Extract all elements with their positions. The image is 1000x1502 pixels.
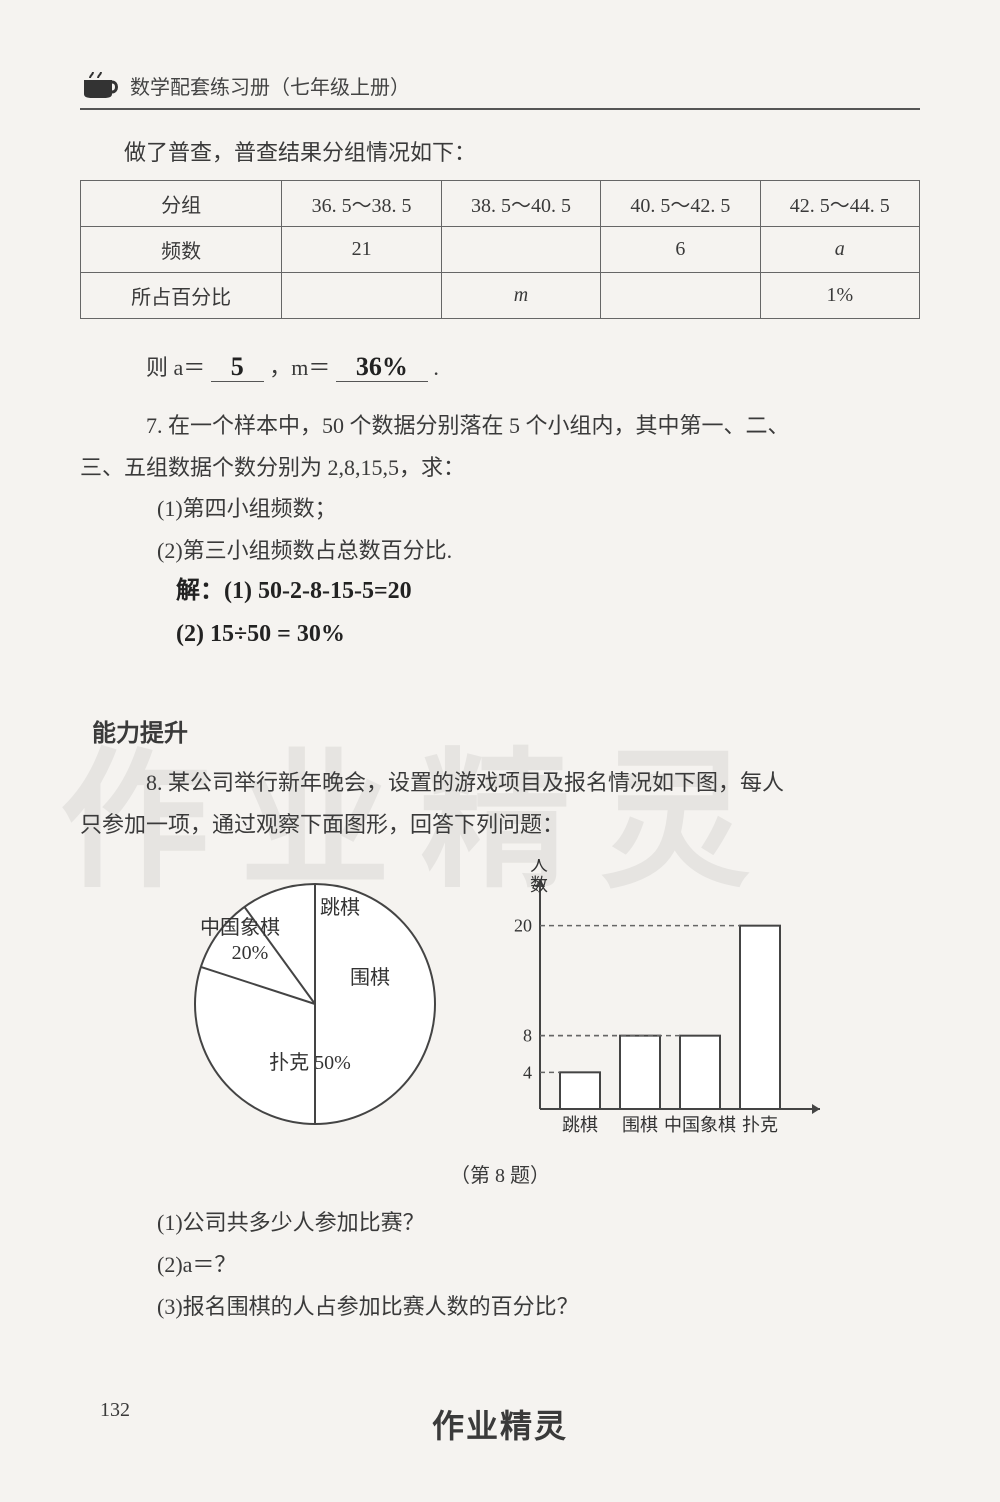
table-row: 频数 21 6 a — [81, 227, 920, 273]
svg-text:中国象棋: 中国象棋 — [664, 1115, 736, 1135]
q7-answer2: (2) 15÷50 = 30% — [80, 615, 920, 653]
q8-line1: 8. 某公司举行新年晚会，设置的游戏项目及报名情况如下图，每人 — [80, 763, 920, 803]
fill-m-value: 36% — [336, 352, 428, 382]
table-cell: 21 — [282, 227, 441, 273]
row-label: 频数 — [81, 227, 282, 273]
table-cell: 38. 5～40. 5 — [441, 181, 600, 227]
section-title: 能力提升 — [80, 713, 920, 748]
row-label: 所占百分比 — [81, 273, 282, 319]
table-cell: 42. 5～44. 5 — [760, 181, 919, 227]
svg-text:跳棋: 跳棋 — [562, 1115, 598, 1135]
fill-line: 则 a＝ 5 ，m＝ 36% . — [80, 344, 920, 391]
table-row: 分组 36. 5～38. 5 38. 5～40. 5 40. 5～42. 5 4… — [81, 181, 920, 227]
q7-answer1: 解：(1) 50-2-8-15-5=20 — [80, 572, 920, 610]
table-cell: m — [441, 273, 600, 319]
svg-text:人数: 人数 — [530, 859, 548, 895]
q8-sub2: (2)a＝？ — [80, 1245, 920, 1285]
table-cell: a — [760, 227, 919, 273]
table-cell: 1% — [760, 273, 919, 319]
footer-brand: 作业精灵 — [432, 1401, 568, 1447]
q7-sub2: (2)第三小组频数占总数百分比. — [80, 531, 920, 571]
fill-prefix: 则 a＝ — [146, 355, 205, 380]
svg-text:围棋: 围棋 — [350, 966, 390, 989]
frequency-table: 分组 36. 5～38. 5 38. 5～40. 5 40. 5～42. 5 4… — [80, 180, 920, 319]
svg-text:4: 4 — [523, 1063, 532, 1083]
svg-text:20: 20 — [514, 916, 532, 936]
table-cell: 40. 5～42. 5 — [601, 181, 760, 227]
table-cell — [601, 273, 760, 319]
q7-sub1: (1)第四小组频数； — [80, 489, 920, 529]
svg-text:20%: 20% — [232, 942, 269, 964]
header-title: 数学配套练习册（七年级上册） — [130, 71, 410, 100]
fill-suffix: . — [433, 355, 439, 380]
page-number: 132 — [100, 1399, 130, 1422]
table-cell — [441, 227, 600, 273]
q8-sub1: (1)公司共多少人参加比赛？ — [80, 1203, 920, 1243]
row-label: 分组 — [81, 181, 282, 227]
book-mug-icon — [80, 70, 120, 100]
bar-chart: 人数 20 8 4 跳棋 围棋中国象棋扑克 — [490, 859, 840, 1149]
pie-chart: 扑克 50% 围棋 跳棋中国象棋 20% — [160, 859, 470, 1149]
table-cell — [282, 273, 441, 319]
q8-sub3: (3)报名围棋的人占参加比赛人数的百分比？ — [80, 1287, 920, 1327]
table-row: 所占百分比 m 1% — [81, 273, 920, 319]
svg-text:扑克: 扑克 — [742, 1115, 778, 1135]
page-header: 数学配套练习册（七年级上册） — [80, 70, 920, 110]
fill-a-value: 5 — [211, 352, 264, 382]
svg-text:围棋: 围棋 — [622, 1115, 658, 1135]
q7-line2: 三、五组数据个数分别为 2,8,15,5，求： — [80, 448, 920, 488]
table-cell: 6 — [601, 227, 760, 273]
svg-text:8: 8 — [523, 1026, 532, 1046]
fill-mid: ，m＝ — [269, 355, 330, 380]
svg-text:扑克 50%: 扑克 50% — [269, 1051, 351, 1074]
q8-line2: 只参加一项，通过观察下面图形，回答下列问题： — [80, 805, 920, 845]
figure-area: 扑克 50%围棋跳棋中国象棋20% 人数2084跳棋围棋中国象棋扑克 — [80, 859, 920, 1149]
intro-text: 做了普查，普查结果分组情况如下： — [80, 135, 920, 170]
figure-caption: （第 8 题） — [80, 1159, 920, 1188]
svg-text:跳棋: 跳棋 — [320, 896, 360, 919]
svg-text:中国象棋: 中国象棋 — [200, 916, 280, 939]
q7-line1: 7. 在一个样本中，50 个数据分别落在 5 个小组内，其中第一、二、 — [80, 406, 920, 446]
table-cell: 36. 5～38. 5 — [282, 181, 441, 227]
